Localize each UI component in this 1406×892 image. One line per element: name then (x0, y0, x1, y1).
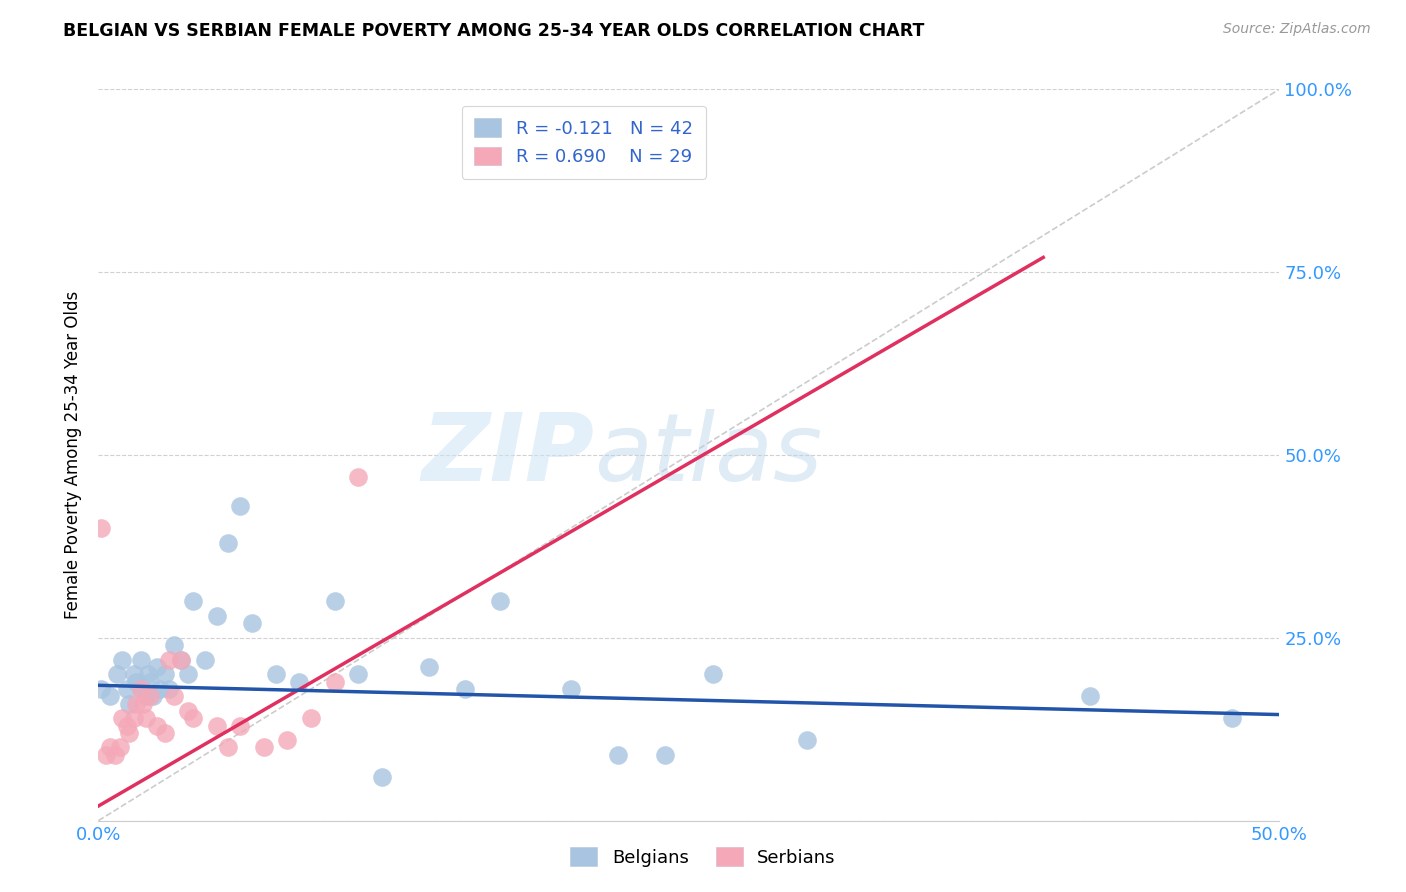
Point (90, 521, 112, 535)
Point (146, 718, 169, 732)
Point (129, 681, 152, 696)
Point (105, 667, 128, 681)
Point (276, 733, 298, 747)
Point (139, 690, 162, 704)
Point (205, 718, 228, 732)
Point (146, 660, 169, 674)
Point (118, 726, 141, 740)
Point (796, 733, 818, 747)
Text: BELGIAN VS SERBIAN FEMALE POVERTY AMONG 25-34 YEAR OLDS CORRELATION CHART: BELGIAN VS SERBIAN FEMALE POVERTY AMONG … (63, 22, 925, 40)
Point (347, 667, 370, 681)
Point (163, 690, 186, 704)
Text: Source: ZipAtlas.com: Source: ZipAtlas.com (1223, 22, 1371, 37)
Point (205, 608, 228, 623)
Text: atlas: atlas (595, 409, 823, 500)
Point (1220, 711, 1243, 725)
Legend: Belgians, Serbians: Belgians, Serbians (562, 840, 844, 874)
Point (299, 711, 322, 725)
Point (157, 681, 180, 696)
Point (170, 653, 193, 667)
Point (418, 660, 440, 674)
Point (170, 653, 193, 667)
Point (98, 740, 121, 755)
Point (94, 747, 117, 762)
Y-axis label: Female Poverty Among 25-34 Year Olds: Female Poverty Among 25-34 Year Olds (65, 291, 83, 619)
Point (702, 667, 724, 681)
Point (111, 711, 134, 725)
Point (104, 747, 127, 762)
Legend: R = -0.121   N = 42, R = 0.690    N = 29: R = -0.121 N = 42, R = 0.690 N = 29 (461, 105, 706, 178)
Point (560, 681, 582, 696)
Point (163, 638, 186, 652)
Point (1080, 690, 1102, 704)
Point (347, 470, 370, 484)
Point (453, 681, 475, 696)
Point (229, 499, 252, 513)
Point (489, 594, 512, 608)
Point (125, 674, 148, 689)
Point (217, 535, 239, 549)
Point (139, 674, 162, 689)
Point (90, 681, 112, 696)
Point (135, 711, 157, 725)
Point (122, 667, 145, 681)
Point (115, 681, 138, 696)
Point (323, 594, 346, 608)
Point (153, 726, 176, 740)
Point (177, 704, 200, 718)
Point (371, 770, 394, 784)
Point (111, 653, 134, 667)
Point (149, 681, 172, 696)
Point (323, 674, 346, 689)
Point (108, 740, 131, 755)
Point (194, 653, 217, 667)
Point (129, 653, 152, 667)
Point (240, 616, 263, 631)
Point (253, 740, 276, 755)
Point (122, 711, 145, 725)
Point (288, 674, 311, 689)
Point (153, 667, 176, 681)
Point (118, 697, 141, 711)
Text: ZIP: ZIP (422, 409, 595, 501)
Point (157, 653, 180, 667)
Point (125, 697, 148, 711)
Point (264, 667, 287, 681)
Point (229, 718, 252, 732)
Point (181, 594, 204, 608)
Point (607, 747, 630, 762)
Point (217, 740, 239, 755)
Point (142, 690, 165, 704)
Point (98, 690, 121, 704)
Point (181, 711, 204, 725)
Point (177, 667, 200, 681)
Point (129, 681, 152, 696)
Point (135, 690, 157, 704)
Point (115, 718, 138, 732)
Point (654, 747, 676, 762)
Point (132, 697, 155, 711)
Point (136, 667, 159, 681)
